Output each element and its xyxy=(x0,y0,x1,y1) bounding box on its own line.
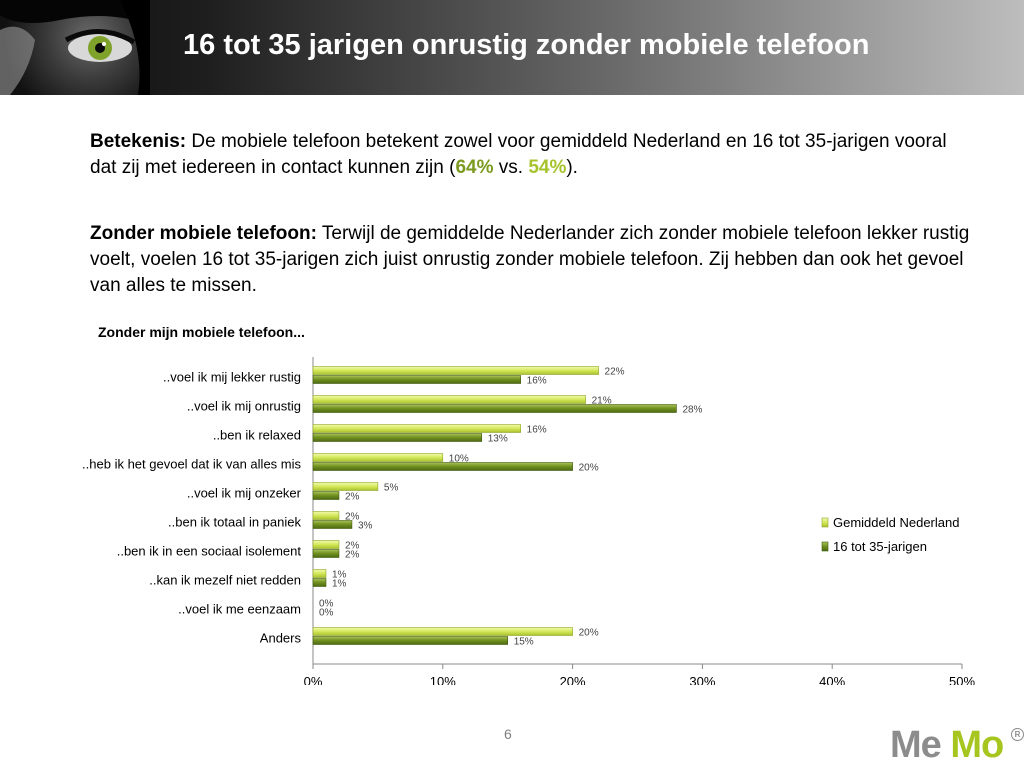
x-tick-label: 50% xyxy=(949,674,975,685)
data-label: 1% xyxy=(332,579,347,590)
logo-me: Me xyxy=(890,724,942,766)
bar-jongeren xyxy=(312,578,327,587)
bar-jongeren xyxy=(312,491,340,500)
category-label: ..ben ik totaal in paniek xyxy=(168,515,301,530)
x-tick-label: 30% xyxy=(689,674,715,685)
data-label: 20% xyxy=(579,628,599,639)
legend-label: 16 tot 35-jarigen xyxy=(833,539,927,554)
data-label: 3% xyxy=(358,521,373,532)
data-label: 16% xyxy=(527,425,547,436)
data-label: 15% xyxy=(514,637,534,648)
bar-jongeren xyxy=(312,433,483,442)
bar-jongeren xyxy=(312,375,521,384)
data-label: 0% xyxy=(319,608,334,619)
category-label: ..voel ik mij onrustig xyxy=(187,399,301,414)
x-tick-label: 20% xyxy=(560,674,586,685)
data-label: 2% xyxy=(345,550,360,561)
page-number: 6 xyxy=(504,726,512,742)
x-tick-label: 10% xyxy=(430,674,456,685)
category-label: ..voel ik mij onzeker xyxy=(187,486,302,501)
category-label: ..kan ik mezelf niet redden xyxy=(149,573,301,588)
bar-gemiddeld xyxy=(312,395,586,404)
chart-title: Zonder mijn mobiele telefoon... xyxy=(98,324,305,340)
category-label: Anders xyxy=(260,631,302,646)
bar-jongeren xyxy=(312,462,573,471)
data-label: 22% xyxy=(605,367,625,378)
paragraph-label: Zonder mobiele telefoon: xyxy=(90,223,317,244)
data-label: 2% xyxy=(345,492,360,503)
category-label: ..ben ik relaxed xyxy=(213,428,301,443)
data-label: 5% xyxy=(384,483,399,494)
legend-label: Gemiddeld Nederland xyxy=(833,515,959,530)
category-label: ..ben ik in een sociaal isolement xyxy=(117,544,302,559)
data-label: 2% xyxy=(345,512,360,523)
category-label: ..voel ik mij lekker rustig xyxy=(163,370,301,385)
bar-gemiddeld xyxy=(312,569,327,578)
data-label: 28% xyxy=(682,405,702,416)
x-tick-label: 0% xyxy=(304,674,323,685)
legend-swatch xyxy=(821,541,829,552)
category-label: ..voel ik me eenzaam xyxy=(178,602,301,617)
paragraph-vs: vs. xyxy=(493,157,529,178)
bar-jongeren xyxy=(312,549,340,558)
bar-gemiddeld xyxy=(312,424,521,433)
bar-gemiddeld xyxy=(312,453,444,462)
paragraph-label: Betekenis: xyxy=(90,131,187,152)
bar-gemiddeld xyxy=(312,366,599,375)
data-label: 21% xyxy=(592,396,612,407)
data-label: 0% xyxy=(319,599,334,610)
bar-chart: Zonder mijn mobiele telefoon... ..voel i… xyxy=(82,324,975,685)
paragraph-zonder: Zonder mobiele telefoon: Terwijl de gemi… xyxy=(90,221,970,299)
category-label: ..heb ik het gevoel dat ik van alles mis xyxy=(82,457,301,472)
header-photo xyxy=(0,0,150,95)
data-label: 16% xyxy=(527,376,547,387)
data-label: 2% xyxy=(345,541,360,552)
paragraph-text: Terwijl de gemiddelde Nederlander zich z… xyxy=(90,223,970,296)
data-label: 20% xyxy=(579,463,599,474)
paragraph-text: De mobiele telefoon betekent zowel voor … xyxy=(90,131,947,178)
legend-swatch xyxy=(821,517,829,528)
bar-jongeren xyxy=(312,636,508,645)
header-bar: 16 tot 35 jarigen onrustig zonder mobiel… xyxy=(0,0,1024,95)
registered-icon: R xyxy=(1011,728,1024,741)
paragraph-end: ). xyxy=(566,157,578,178)
paragraph-betekenis: Betekenis: De mobiele telefoon betekent … xyxy=(90,129,970,181)
memo-logo: Me Mo R xyxy=(890,724,1024,767)
bar-gemiddeld xyxy=(312,540,340,549)
bar-jongeren xyxy=(312,404,677,413)
bar-gemiddeld xyxy=(312,627,573,636)
bar-gemiddeld xyxy=(312,511,340,520)
logo-mo: Mo xyxy=(950,724,1004,766)
data-label: 13% xyxy=(488,434,508,445)
page-title: 16 tot 35 jarigen onrustig zonder mobiel… xyxy=(183,29,870,61)
x-tick-label: 40% xyxy=(819,674,845,685)
highlight-value-2: 54% xyxy=(528,157,567,178)
bar-gemiddeld xyxy=(312,482,379,491)
data-label: 10% xyxy=(449,454,469,465)
bar-jongeren xyxy=(312,520,353,529)
highlight-value-1: 64% xyxy=(455,157,494,178)
eye-image xyxy=(0,0,150,95)
data-label: 1% xyxy=(332,570,347,581)
